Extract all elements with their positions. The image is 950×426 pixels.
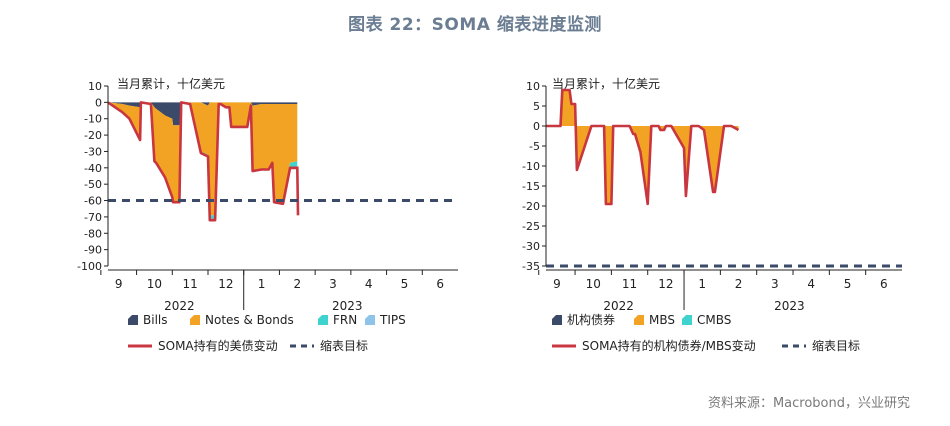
- treasury-y-tick-label: -30: [84, 145, 102, 158]
- treasury-unit-label: 当月累计，十亿美元: [117, 76, 225, 91]
- treasury-legend-label: Notes & Bonds: [205, 313, 294, 327]
- mbs-legend-swatch: [552, 315, 562, 325]
- treasury-legend-swatch: [365, 315, 375, 325]
- mbs-x-tick-label: 6: [880, 277, 888, 291]
- treasury-x-tick-label: 4: [365, 277, 373, 291]
- treasury-legend-swatch: [128, 315, 138, 325]
- mbs-y-tick-label: -5: [529, 140, 540, 153]
- treasury-y-tick-label: -80: [84, 227, 102, 240]
- mbs-x-tick-label: 10: [586, 277, 601, 291]
- treasury-y-tick-label: -90: [84, 244, 102, 257]
- treasury-x-tick-label: 12: [218, 277, 233, 291]
- treasury-x-tick-label: 3: [329, 277, 337, 291]
- mbs-y-tick-label: -25: [522, 220, 540, 233]
- mbs-x-tick-label: 5: [844, 277, 852, 291]
- mbs-legend-label: 机构债券: [567, 312, 615, 327]
- mbs-legend-swatch-notch: [634, 315, 638, 319]
- mbs-legend-swatch-notch: [682, 315, 686, 319]
- mbs-y-tick-label: 0: [533, 120, 540, 133]
- treasury-x-tick-label: 5: [401, 277, 409, 291]
- mbs-x-tick-label: 1: [698, 277, 706, 291]
- treasury-legend-label: Bills: [143, 313, 168, 327]
- treasury-x-tick-label: 2: [293, 277, 301, 291]
- treasury-area-notes-bonds-1: [108, 102, 298, 216]
- mbs-x-tick-label: 11: [622, 277, 637, 291]
- treasury-legend-swatch-notch: [190, 315, 194, 319]
- mbs-x-tick-label: 9: [553, 277, 561, 291]
- treasury-x-tick-label: 11: [183, 277, 198, 291]
- treasury-soma-line-tail: [290, 166, 300, 216]
- treasury-y-tick-label: -100: [77, 260, 102, 273]
- treasury-year-label: 2022: [164, 299, 195, 313]
- treasury-y-tick-label: 10: [88, 80, 102, 93]
- mbs-legend-label: CMBS: [697, 313, 731, 327]
- mbs-legend-swatch: [682, 315, 692, 325]
- treasury-soma-line: [107, 101, 298, 222]
- treasury-legend-label: 缩表目标: [320, 338, 368, 353]
- treasury-area-bills-0: [108, 102, 298, 126]
- treasury-y-tick-label: -40: [84, 162, 102, 175]
- mbs-x-tick-label: 3: [771, 277, 779, 291]
- mbs-year-label: 2023: [774, 299, 805, 313]
- treasury-x-tick-label: 9: [115, 277, 123, 291]
- mbs-x-tick-label: 12: [658, 277, 673, 291]
- treasury-legend-label: TIPS: [379, 313, 406, 327]
- treasury-legend-swatch: [190, 315, 200, 325]
- treasury-legend-swatch-notch: [318, 315, 322, 319]
- mbs-y-tick-label: -35: [522, 260, 540, 273]
- treasury-x-tick-label: 6: [436, 277, 444, 291]
- mbs-x-tick-label: 4: [807, 277, 815, 291]
- mbs-area-mbs-1: [546, 90, 739, 204]
- mbs-y-tick-label: -20: [522, 200, 540, 213]
- mbs-y-tick-label: 10: [526, 80, 540, 93]
- mbs-legend-label: 缩表目标: [812, 338, 860, 353]
- mbs-year-label: 2022: [603, 299, 634, 313]
- mbs-y-tick-label: 5: [533, 100, 540, 113]
- treasury-legend-swatch-notch: [128, 315, 132, 319]
- mbs-legend-label: SOMA持有的机构债券/MBS变动: [582, 338, 756, 353]
- mbs-legend-swatch-notch: [552, 315, 556, 319]
- source-note: 资料来源：Macrobond，兴业研究: [707, 396, 910, 411]
- mbs-x-tick-label: 2: [735, 277, 743, 291]
- mbs-y-tick-label: -10: [522, 160, 540, 173]
- treasury-y-tick-label: -20: [84, 129, 102, 142]
- treasury-legend-swatch-notch: [365, 315, 369, 319]
- mbs-y-tick-label: -30: [522, 240, 540, 253]
- mbs-legend-swatch: [634, 315, 644, 325]
- treasury-y-tick-label: -60: [84, 195, 102, 208]
- treasury-x-tick-label: 10: [147, 277, 162, 291]
- treasury-legend-label: FRN: [333, 313, 357, 327]
- mbs-unit-label: 当月累计，十亿美元: [552, 76, 660, 91]
- treasury-chart: 当月累计，十亿美元 10 0 -10 -20 -30 -40 -50 -60 -70 -80 -90 -…: [77, 76, 458, 353]
- mbs-y-tick-label: -15: [522, 180, 540, 193]
- treasury-y-tick-label: -10: [84, 113, 102, 126]
- treasury-legend-label: SOMA持有的美债变动: [158, 338, 278, 353]
- treasury-y-tick-label: 0: [95, 96, 102, 109]
- treasury-legend-swatch: [318, 315, 328, 325]
- treasury-year-label: 2023: [332, 299, 363, 313]
- mbs-soma-line: [546, 88, 740, 206]
- mbs-legend-label: MBS: [649, 313, 675, 327]
- treasury-y-tick-label: -50: [84, 178, 102, 191]
- figure-title: 图表 22：SOMA 缩表进度监测: [348, 15, 602, 35]
- treasury-y-tick-label: -70: [84, 211, 102, 224]
- treasury-x-tick-label: 1: [258, 277, 266, 291]
